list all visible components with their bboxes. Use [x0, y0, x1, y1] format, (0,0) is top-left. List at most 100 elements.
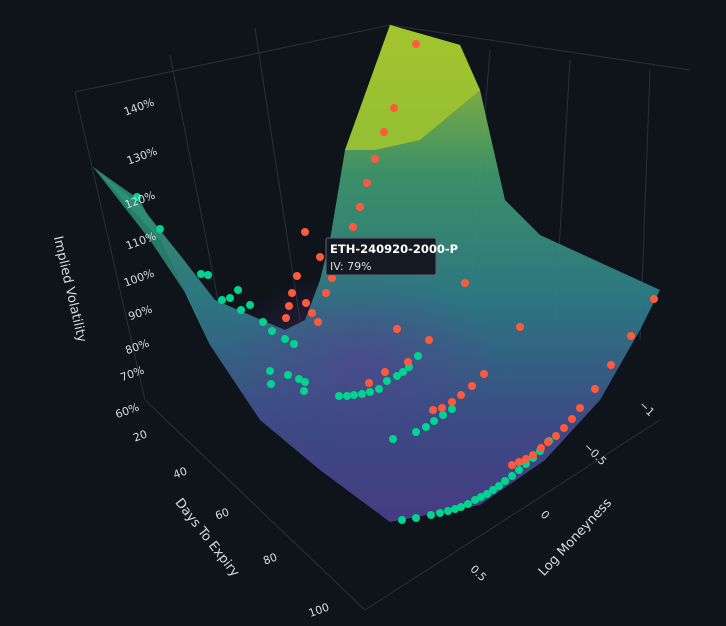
put-iv-marker[interactable]	[356, 203, 364, 211]
call-iv-marker[interactable]	[436, 509, 444, 517]
put-iv-marker[interactable]	[576, 404, 584, 412]
call-iv-marker[interactable]	[133, 193, 141, 201]
call-iv-marker[interactable]	[444, 507, 452, 515]
call-iv-marker[interactable]	[495, 482, 503, 490]
put-iv-marker[interactable]	[322, 289, 330, 297]
put-iv-marker[interactable]	[448, 398, 456, 406]
put-iv-marker[interactable]	[508, 461, 516, 469]
put-iv-marker[interactable]	[363, 179, 371, 187]
call-iv-marker[interactable]	[412, 514, 420, 522]
put-iv-marker[interactable]	[537, 444, 545, 452]
call-iv-marker[interactable]	[197, 270, 205, 278]
put-iv-marker[interactable]	[515, 458, 523, 466]
call-iv-marker[interactable]	[399, 368, 407, 376]
put-iv-marker[interactable]	[314, 318, 322, 326]
put-iv-marker[interactable]	[301, 228, 309, 236]
call-iv-marker[interactable]	[398, 516, 406, 524]
call-iv-marker[interactable]	[226, 294, 234, 302]
put-iv-marker[interactable]	[293, 272, 301, 280]
call-iv-marker[interactable]	[389, 435, 397, 443]
call-iv-marker[interactable]	[477, 493, 485, 501]
call-iv-marker[interactable]	[218, 296, 226, 304]
call-iv-marker[interactable]	[393, 372, 401, 380]
put-iv-marker[interactable]	[349, 223, 357, 231]
call-iv-marker[interactable]	[295, 375, 303, 383]
put-iv-marker[interactable]	[390, 104, 398, 112]
x-tick-label: 0.5	[468, 563, 490, 585]
put-iv-marker[interactable]	[480, 370, 488, 378]
call-iv-marker[interactable]	[366, 388, 374, 396]
call-iv-marker[interactable]	[350, 391, 358, 399]
put-iv-marker[interactable]	[607, 361, 615, 369]
call-iv-marker[interactable]	[300, 387, 308, 395]
call-iv-marker[interactable]	[464, 500, 472, 508]
put-iv-marker[interactable]	[381, 368, 389, 376]
put-iv-marker[interactable]	[468, 382, 476, 390]
call-iv-marker[interactable]	[335, 392, 343, 400]
call-iv-marker[interactable]	[237, 306, 245, 314]
put-iv-marker[interactable]	[544, 438, 552, 446]
call-iv-marker[interactable]	[284, 371, 292, 379]
call-iv-marker[interactable]	[281, 335, 289, 343]
put-iv-marker[interactable]	[438, 404, 446, 412]
call-iv-marker[interactable]	[501, 477, 509, 485]
call-iv-marker[interactable]	[290, 340, 298, 348]
put-iv-marker[interactable]	[461, 279, 469, 287]
call-iv-marker[interactable]	[343, 392, 351, 400]
x-tick-label: −0.5	[581, 440, 609, 468]
put-iv-marker[interactable]	[380, 128, 388, 136]
call-iv-marker[interactable]	[268, 327, 276, 335]
put-iv-marker[interactable]	[516, 323, 524, 331]
put-iv-marker[interactable]	[365, 379, 373, 387]
call-iv-marker[interactable]	[375, 385, 383, 393]
call-iv-marker[interactable]	[267, 380, 275, 388]
call-iv-marker[interactable]	[515, 466, 523, 474]
call-iv-marker[interactable]	[471, 496, 479, 504]
call-iv-marker[interactable]	[246, 301, 254, 309]
call-iv-marker[interactable]	[383, 377, 391, 385]
call-iv-marker[interactable]	[430, 417, 438, 425]
put-iv-marker[interactable]	[371, 155, 379, 163]
call-iv-marker[interactable]	[439, 411, 447, 419]
put-iv-marker[interactable]	[308, 309, 316, 317]
put-iv-marker[interactable]	[429, 406, 437, 414]
call-iv-marker[interactable]	[483, 490, 491, 498]
call-iv-marker[interactable]	[448, 405, 456, 413]
call-iv-marker[interactable]	[156, 225, 164, 233]
put-iv-marker[interactable]	[457, 391, 465, 399]
put-iv-marker[interactable]	[568, 415, 576, 423]
call-iv-marker[interactable]	[358, 390, 366, 398]
call-iv-marker[interactable]	[301, 378, 309, 386]
tooltip-box	[325, 237, 437, 276]
call-iv-marker[interactable]	[266, 367, 274, 375]
put-iv-marker[interactable]	[285, 302, 293, 310]
call-iv-marker[interactable]	[234, 286, 242, 294]
put-iv-marker[interactable]	[404, 358, 412, 366]
put-iv-marker[interactable]	[393, 325, 401, 333]
put-iv-marker[interactable]	[425, 336, 433, 344]
call-iv-marker[interactable]	[422, 423, 430, 431]
call-iv-marker[interactable]	[508, 472, 516, 480]
call-iv-marker[interactable]	[412, 428, 420, 436]
put-iv-marker[interactable]	[591, 385, 599, 393]
call-iv-marker[interactable]	[414, 352, 422, 360]
put-iv-marker[interactable]	[522, 455, 530, 463]
put-iv-marker[interactable]	[412, 40, 420, 48]
call-iv-marker[interactable]	[451, 505, 459, 513]
put-iv-marker[interactable]	[316, 253, 324, 261]
gridline	[74, 24, 391, 93]
put-iv-marker[interactable]	[302, 299, 310, 307]
put-iv-marker[interactable]	[529, 451, 537, 459]
call-iv-marker[interactable]	[204, 271, 212, 279]
put-iv-marker[interactable]	[650, 295, 658, 303]
call-iv-marker[interactable]	[489, 486, 497, 494]
put-iv-marker[interactable]	[627, 332, 635, 340]
call-iv-marker[interactable]	[427, 511, 435, 519]
put-iv-marker[interactable]	[560, 424, 568, 432]
put-iv-marker[interactable]	[282, 314, 290, 322]
put-iv-marker[interactable]	[288, 289, 296, 297]
call-iv-marker[interactable]	[259, 318, 267, 326]
put-iv-marker[interactable]	[552, 432, 560, 440]
put-iv-marker[interactable]	[328, 274, 336, 282]
